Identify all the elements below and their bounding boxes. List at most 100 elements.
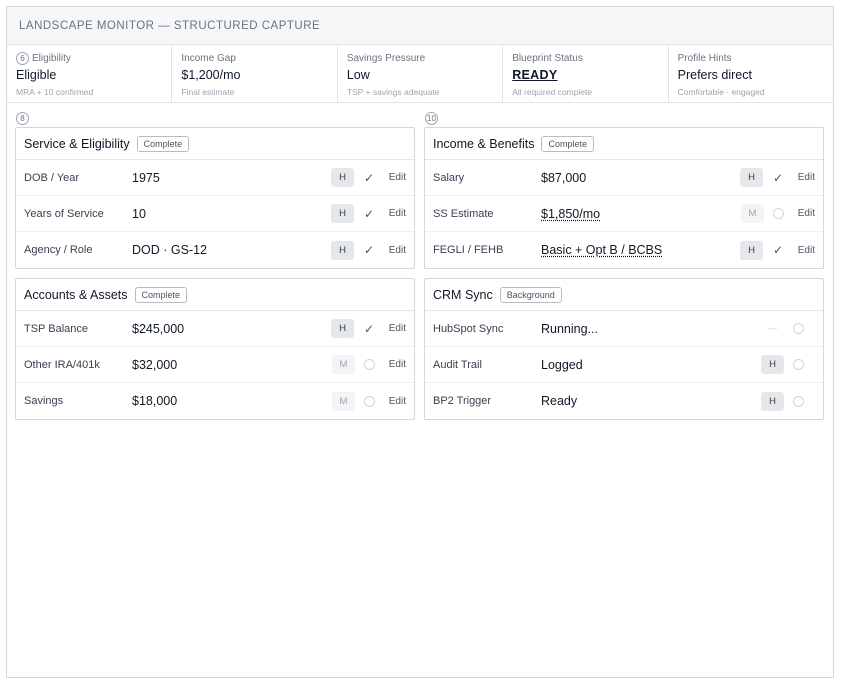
summary-label: Eligibility [32,53,71,64]
field-label: TSP Balance [24,322,89,335]
summary-profile-hints: Profile Hints Prefers direct Comfortable… [669,45,833,102]
field-row-dob: DOB / Year 1975 H Edit [16,160,414,196]
summary-note: MRA + 10 confirmed [16,87,94,97]
edit-button[interactable]: Edit [388,323,406,334]
summary-note: All required complete [512,87,593,97]
confidence-badge: H [740,168,763,187]
check-icon [771,171,785,185]
field-value: 10 [132,206,146,221]
monitor-title: LANDSCAPE MONITOR — STRUCTURED CAPTURE [19,19,321,32]
field-label: Audit Trail [433,358,482,371]
field-value: Running... [541,321,598,336]
summary-savings-pressure: Savings Pressure Low TSP + savings adequ… [338,45,504,102]
summary-strip: 6 Eligibility Eligible MRA + 10 confirme… [7,45,833,103]
field-row-bp2-trigger: BP2 Trigger Ready H [425,383,823,419]
panel-header: Accounts & Assets Complete [16,279,414,311]
accounts-assets-panel: Accounts & Assets Complete TSP Balance $… [15,278,415,420]
confidence-badge: H [761,391,784,411]
field-row-tsp-balance: TSP Balance $245,000 H Edit [16,311,414,347]
confidence-badge: M [332,391,355,411]
field-row-fegli-fehb: FEGLI / FEHB Basic + Opt B / BCBS H Edit [425,232,823,268]
summary-blueprint-status: Blueprint Status READY All required comp… [503,45,669,102]
edit-button[interactable]: Edit [388,395,406,407]
panel-title: Income & Benefits [433,136,535,151]
check-icon [362,207,376,221]
monitor-header: LANDSCAPE MONITOR — STRUCTURED CAPTURE [7,7,833,45]
field-row-hubspot-sync: HubSpot Sync Running... — [425,311,823,347]
summary-label: Blueprint Status [512,53,583,64]
status-pill: Complete [134,286,188,303]
confidence-badge: H [331,319,354,338]
confidence-badge: H [331,168,354,187]
field-value: $87,000 [541,170,587,185]
field-value: Basic + Opt B / BCBS [541,243,663,257]
summary-label: Savings Pressure [346,53,426,64]
field-label: Salary [433,171,465,184]
status-pill: Background [499,286,562,303]
field-row-years-of-service: Years of Service 10 H Edit [16,196,414,232]
confidence-badge: — [767,323,778,334]
field-label: FEGLI / FEHB [433,244,504,256]
field-value: $18,000 [132,394,178,408]
panel-title: CRM Sync [433,287,493,302]
field-value: Ready [541,394,578,408]
summary-value: Eligible [16,68,57,82]
field-value: 1975 [132,170,160,185]
blueprint-status-link[interactable]: READY [512,68,558,82]
empty-circle-icon [364,359,375,370]
field-label: DOB / Year [24,171,80,184]
panel-header: Income & Benefits Complete [425,128,823,160]
count-badge: 6 [16,52,29,65]
field-value: DOD · GS-12 [132,243,208,257]
check-icon [362,171,376,185]
right-column-count-badge: 10 [425,112,438,125]
edit-button[interactable]: Edit [388,359,406,370]
field-value: $245,000 [132,321,185,336]
field-value: Logged [541,357,583,372]
edit-button[interactable]: Edit [388,244,406,256]
left-column-count-badge: 8 [16,112,29,125]
confidence-badge: H [331,240,354,260]
summary-label: Profile Hints [677,53,732,64]
panel-header: Service & Eligibility Complete [16,128,414,160]
edit-button[interactable]: Edit [797,244,815,256]
edit-button[interactable]: Edit [388,208,406,219]
confidence-badge: H [331,204,354,223]
field-label: HubSpot Sync [433,322,504,335]
field-row-agency-role: Agency / Role DOD · GS-12 H Edit [16,232,414,268]
summary-value: $1,200/mo [181,68,241,82]
field-label: SS Estimate [433,207,494,220]
check-icon [362,322,376,336]
field-row-audit-trail: Audit Trail Logged H [425,347,823,383]
confidence-badge: H [740,240,763,260]
panel-header: CRM Sync Background [425,279,823,311]
confidence-badge: M [332,355,355,374]
check-icon [362,243,376,257]
field-row-savings: Savings $18,000 M Edit [16,383,414,419]
edit-button[interactable]: Edit [797,172,815,183]
check-icon [771,243,785,257]
summary-value: Low [346,68,370,82]
field-value: $1,850/mo [541,206,601,221]
edit-button[interactable]: Edit [388,172,406,183]
summary-note: TSP + savings adequate [346,87,440,97]
field-label: Savings [24,395,64,407]
status-pill: Complete [136,135,190,152]
confidence-badge: H [761,355,784,374]
empty-circle-icon [364,395,375,407]
summary-note: Comfortable · engaged [677,87,765,97]
field-value: $32,000 [132,357,178,372]
field-row-ss-estimate: SS Estimate $1,850/mo M Edit [425,196,823,232]
confidence-badge: M [741,204,764,223]
summary-income-gap: Income Gap $1,200/mo Final estimate [172,45,338,102]
edit-button[interactable]: Edit [797,208,815,219]
field-label: Years of Service [24,207,104,220]
empty-circle-icon [793,395,804,407]
field-row-salary: Salary $87,000 H Edit [425,160,823,196]
field-label: Agency / Role [24,244,93,256]
service-eligibility-panel: Service & Eligibility Complete DOB / Yea… [15,127,415,269]
empty-circle-icon [793,359,804,370]
summary-label: Income Gap [181,53,236,64]
crm-sync-panel: CRM Sync Background HubSpot Sync Running… [424,278,824,420]
empty-circle-icon [773,208,784,219]
